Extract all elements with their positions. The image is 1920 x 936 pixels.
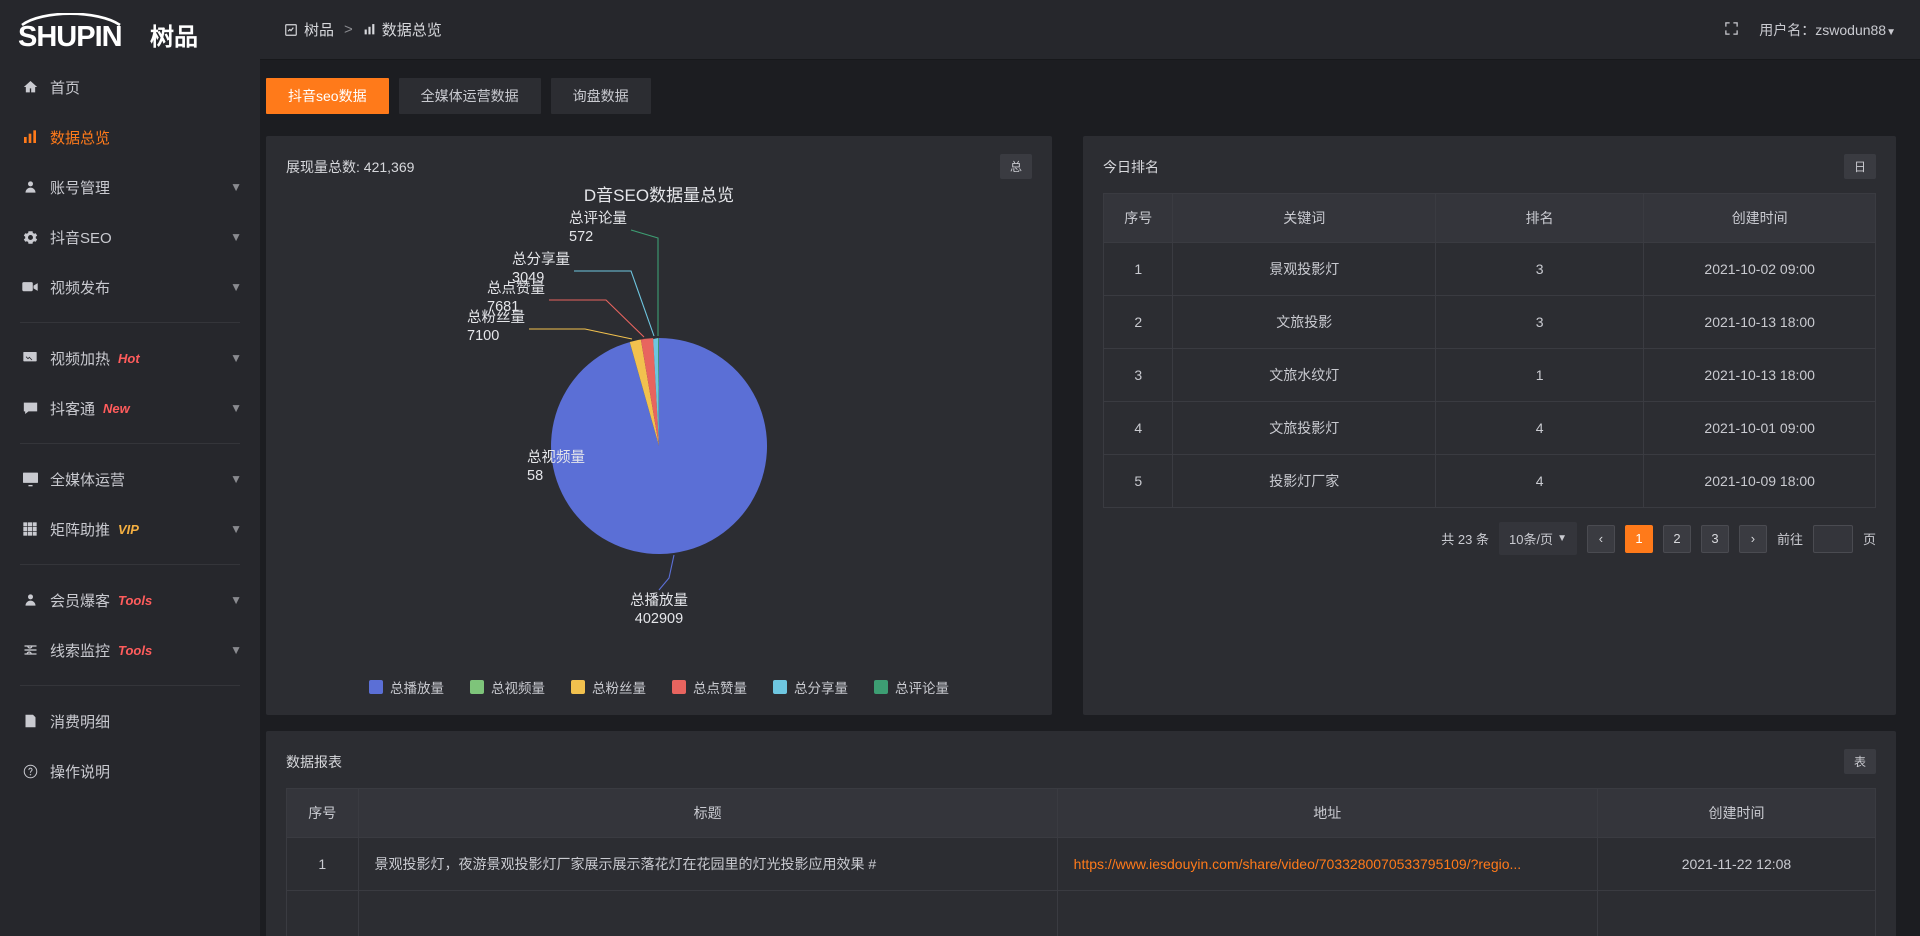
svg-text:7100: 7100 xyxy=(467,328,499,344)
svg-text:3049: 3049 xyxy=(512,270,544,286)
svg-text:SHUPIN: SHUPIN xyxy=(18,21,122,49)
svg-text:572: 572 xyxy=(569,229,593,245)
svg-text:402909: 402909 xyxy=(635,611,683,627)
svg-text:58: 58 xyxy=(527,468,543,484)
svg-text:总视频量: 总视频量 xyxy=(527,449,585,466)
svg-text:7681: 7681 xyxy=(487,299,519,315)
svg-text:总分享量: 总分享量 xyxy=(512,251,570,268)
svg-text:总播放量: 总播放量 xyxy=(630,592,688,609)
svg-text:D音SEO数据量总览: D音SEO数据量总览 xyxy=(584,186,734,205)
svg-text:树品: 树品 xyxy=(150,24,198,49)
svg-text:总评论量: 总评论量 xyxy=(569,210,627,227)
